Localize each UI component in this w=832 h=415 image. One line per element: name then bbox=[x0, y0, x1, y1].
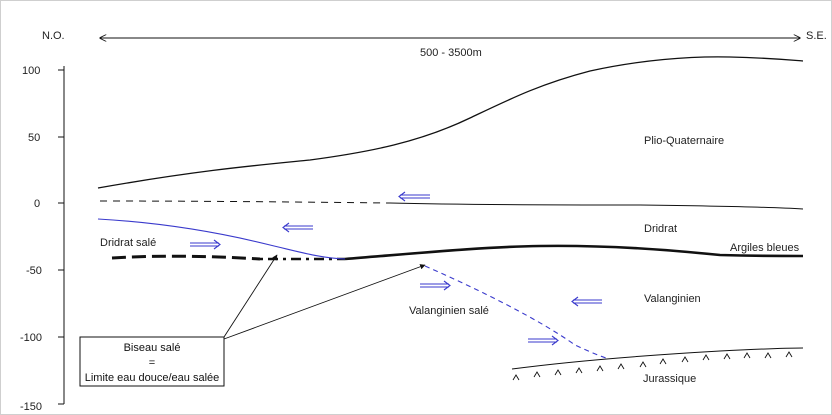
argiles-bleues-dashed bbox=[111, 254, 261, 261]
layer-label-jurassique: Jurassique bbox=[643, 373, 696, 385]
jurassique-carets bbox=[512, 351, 793, 381]
flow-arrow-left-2 bbox=[282, 222, 313, 233]
label-north-west: N.O. bbox=[42, 30, 65, 42]
label-south-east: S.E. bbox=[806, 30, 827, 42]
layer-label-plio-quaternaire: Plio-Quaternaire bbox=[644, 135, 724, 147]
layer-label-valanginien-sale: Valanginien salé bbox=[409, 305, 489, 317]
saline-wedge-upper bbox=[97, 218, 346, 260]
layer-label-dridrat-sale: Dridrat salé bbox=[100, 237, 156, 249]
pointer-line-upper-wedge bbox=[223, 254, 278, 338]
legend-line-2: = bbox=[149, 357, 155, 369]
jurassique-top bbox=[511, 347, 804, 370]
y-tick-minus-100: -100 bbox=[20, 332, 42, 344]
topographic-surface-line bbox=[97, 56, 804, 189]
upper-contact-solid bbox=[389, 202, 804, 210]
layer-label-valanginien: Valanginien bbox=[644, 293, 701, 305]
y-tick-minus-50: -50 bbox=[26, 265, 42, 277]
flow-arrow-right-3 bbox=[528, 335, 559, 346]
legend-box bbox=[79, 336, 225, 387]
saline-wedge-lower bbox=[424, 265, 607, 359]
flow-arrow-left-1 bbox=[398, 191, 430, 202]
layer-label-argiles-bleues: Argiles bleues bbox=[730, 242, 800, 254]
y-tick-50: 50 bbox=[28, 132, 40, 144]
y-axis-ticks: 100 50 0 -50 -100 -150 bbox=[20, 65, 64, 413]
flow-arrows bbox=[190, 191, 602, 346]
legend-line-1: Biseau salé bbox=[124, 342, 181, 354]
flow-arrow-right-1 bbox=[190, 239, 221, 250]
flow-arrow-left-3 bbox=[571, 296, 602, 307]
legend-line-3: Limite eau douce/eau salée bbox=[85, 372, 220, 384]
pointer-line-lower-wedge bbox=[223, 264, 426, 340]
y-tick-0: 0 bbox=[34, 198, 40, 210]
distance-label: 500 - 3500m bbox=[420, 47, 482, 59]
flow-arrow-right-2 bbox=[420, 280, 451, 291]
y-tick-minus-150: -150 bbox=[20, 401, 42, 413]
y-tick-100: 100 bbox=[22, 65, 40, 77]
upper-contact-dashed bbox=[99, 200, 391, 204]
argiles-bleues-solid bbox=[344, 244, 804, 261]
layer-label-dridrat: Dridrat bbox=[644, 223, 677, 235]
